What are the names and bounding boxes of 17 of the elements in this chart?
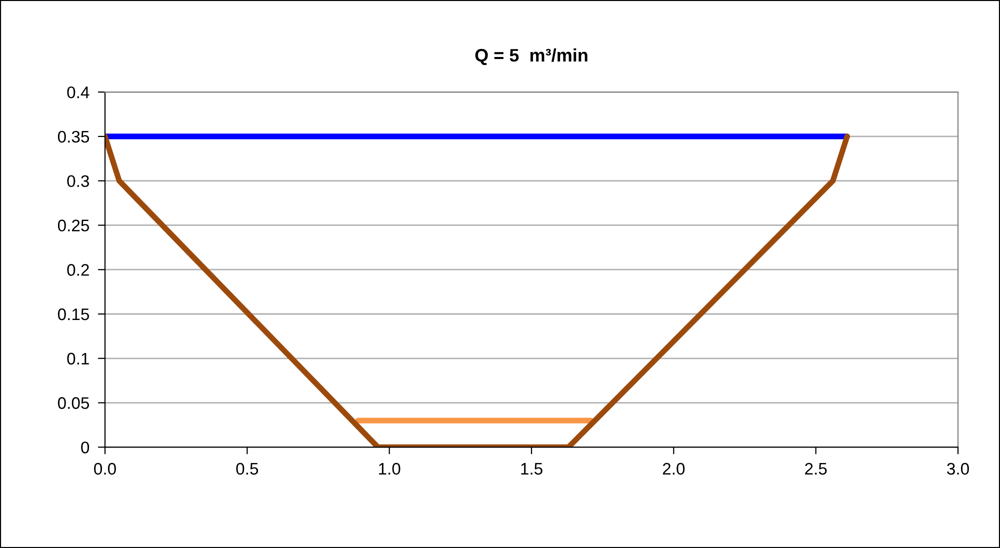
x-tick-label: 0.5 xyxy=(236,462,258,475)
x-tick-label: 3.0 xyxy=(947,462,969,475)
y-tick-label: 0.4 xyxy=(67,86,90,98)
x-tick-label: 1.5 xyxy=(521,463,542,475)
y-tick-label: 0.35 xyxy=(58,130,90,143)
chart-title: Q = 5 m³/min xyxy=(475,48,588,66)
y-tick-label: 0.1 xyxy=(67,352,89,365)
y-tick-label: 0.15 xyxy=(58,308,90,320)
y-tick-label: 0.3 xyxy=(67,175,89,188)
y-tick-label: 0 xyxy=(81,442,90,454)
x-tick-label: 2.5 xyxy=(805,462,827,475)
y-tick-label: 0.25 xyxy=(58,220,90,232)
x-tick-label: 2.0 xyxy=(662,462,685,475)
y-tick-label: 0.05 xyxy=(58,397,90,409)
x-tick-label: 1.0 xyxy=(379,462,400,475)
y-tick-label: 0.2 xyxy=(67,264,89,276)
x-tick-label: 0.0 xyxy=(94,462,116,475)
